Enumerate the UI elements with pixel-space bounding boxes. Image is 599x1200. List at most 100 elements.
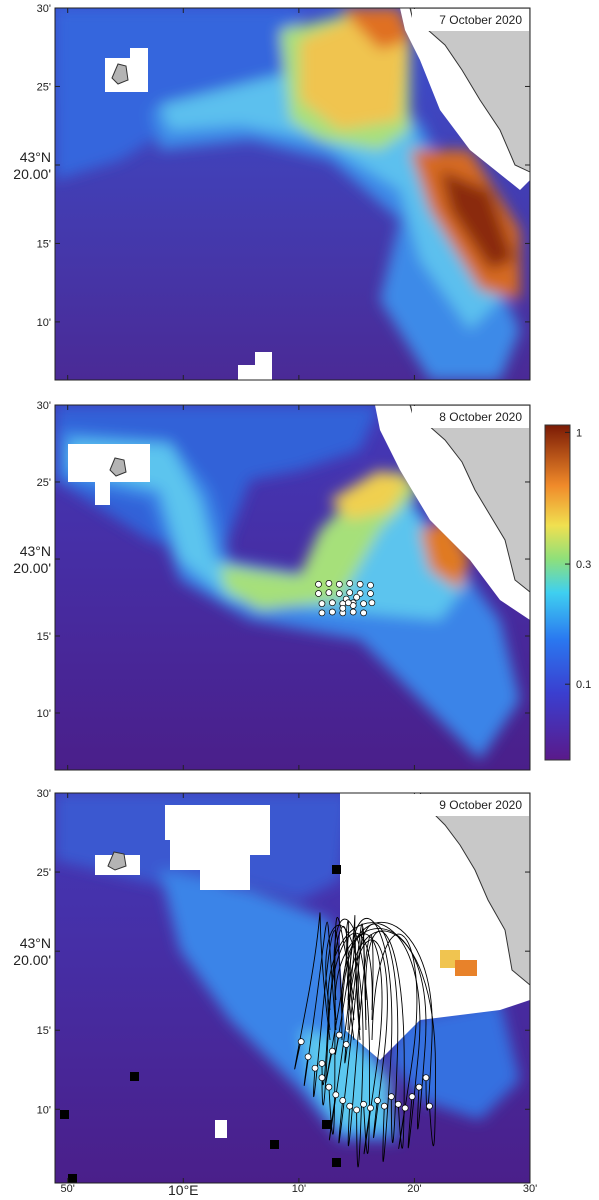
title-box — [412, 406, 529, 428]
y-tick-label: 25' — [37, 867, 51, 879]
trajectory — [334, 928, 427, 1130]
drifter — [335, 590, 343, 597]
drifter — [374, 1097, 381, 1104]
drifter — [329, 1047, 336, 1055]
drifter — [346, 579, 354, 587]
frame — [54, 792, 531, 1184]
trajectory — [303, 921, 337, 1086]
drifter — [342, 1041, 350, 1048]
field — [55, 8, 530, 380]
frame — [54, 7, 531, 381]
trajectory — [333, 918, 371, 1154]
drifter — [415, 1083, 423, 1091]
colorbar — [544, 424, 571, 761]
trajectory — [334, 915, 361, 1055]
panel-title: 9 October 2020 — [439, 798, 522, 812]
drifter — [356, 580, 364, 588]
frame — [54, 404, 531, 771]
trajectory — [357, 923, 399, 1144]
panel-title: 7 October 2020 — [439, 13, 522, 27]
colorbar-tick-label: 0.3 — [576, 559, 591, 571]
y-tick-label: 10' — [37, 317, 51, 329]
x-tick-label: 10°E — [168, 1182, 199, 1195]
x-tick-label: 10' — [292, 1183, 306, 1195]
drifter — [325, 589, 333, 596]
trajectory — [328, 917, 355, 1135]
y-tick-label: 10' — [37, 708, 51, 720]
trajectory — [294, 912, 331, 1070]
drifter — [381, 1102, 388, 1110]
trajectory — [347, 930, 436, 1147]
drifter — [360, 609, 367, 617]
drifter — [335, 1031, 343, 1039]
drifter — [339, 604, 347, 612]
trajectory — [371, 933, 418, 1149]
drifter — [394, 1100, 402, 1108]
drifter — [422, 1074, 430, 1082]
drifter — [325, 579, 333, 587]
trajectory — [344, 923, 367, 1064]
y-tick-label: 30' — [37, 3, 51, 15]
drifter — [346, 1102, 354, 1110]
trajectory — [347, 939, 388, 1139]
drifter — [329, 599, 336, 607]
title-box — [412, 794, 529, 816]
drifter — [360, 1100, 367, 1108]
drifter — [353, 593, 360, 601]
drifter — [367, 1104, 374, 1112]
drifter — [329, 608, 336, 616]
y-tick-label: 10' — [37, 1104, 51, 1116]
drifter — [335, 580, 343, 588]
y-tick-label: 15' — [37, 631, 51, 643]
y-tick-label: 43°N 20.00' — [13, 543, 51, 576]
drifters — [297, 1031, 433, 1114]
drifter — [367, 590, 374, 597]
trajectory — [365, 930, 405, 1149]
drifter — [318, 1060, 326, 1067]
y-tick-label: 25' — [37, 81, 51, 93]
drifter — [387, 1093, 395, 1100]
y-tick-label: 43°N 20.00' — [13, 149, 51, 182]
trajectory — [313, 930, 343, 1097]
y-tick-label: 43°N 20.00' — [13, 935, 51, 968]
drifters — [315, 579, 376, 617]
trajectory — [349, 917, 393, 1162]
drifter — [360, 600, 367, 608]
drifter — [315, 580, 322, 588]
x-tick-label: 50' — [61, 1183, 75, 1195]
y-tick-label: 30' — [37, 400, 51, 412]
drifter — [408, 1093, 416, 1100]
trajectory — [325, 924, 364, 1168]
drifter — [315, 590, 322, 597]
drifter — [318, 600, 326, 608]
drifter — [344, 599, 352, 607]
drifter — [367, 581, 374, 589]
x-tick-label: 20' — [407, 1183, 421, 1195]
colorbar-tick-label: 0.1 — [576, 679, 591, 691]
drifter — [318, 1074, 326, 1082]
drifter — [426, 1102, 433, 1110]
drifter — [339, 1097, 347, 1104]
drifter — [349, 608, 357, 616]
y-tick-label: 15' — [37, 1025, 51, 1037]
panel-title: 8 October 2020 — [439, 410, 522, 424]
drifter — [332, 1091, 340, 1099]
x-tick-label: 30' — [523, 1183, 537, 1195]
y-tick-label: 25' — [37, 477, 51, 489]
field — [55, 793, 530, 1183]
title-box — [412, 9, 529, 31]
field — [55, 405, 530, 770]
trajectory — [347, 934, 374, 1147]
drifter — [304, 1053, 312, 1061]
drifter — [325, 1083, 333, 1091]
trajectory — [325, 920, 355, 1083]
drifter — [401, 1104, 409, 1112]
drifter — [318, 609, 326, 617]
colorbar-tick-label: 1 — [576, 427, 582, 439]
drifter — [353, 1106, 360, 1114]
drifter — [297, 1038, 305, 1045]
drifter — [311, 1064, 319, 1072]
y-tick-label: 15' — [37, 238, 51, 250]
drifter — [368, 599, 376, 607]
